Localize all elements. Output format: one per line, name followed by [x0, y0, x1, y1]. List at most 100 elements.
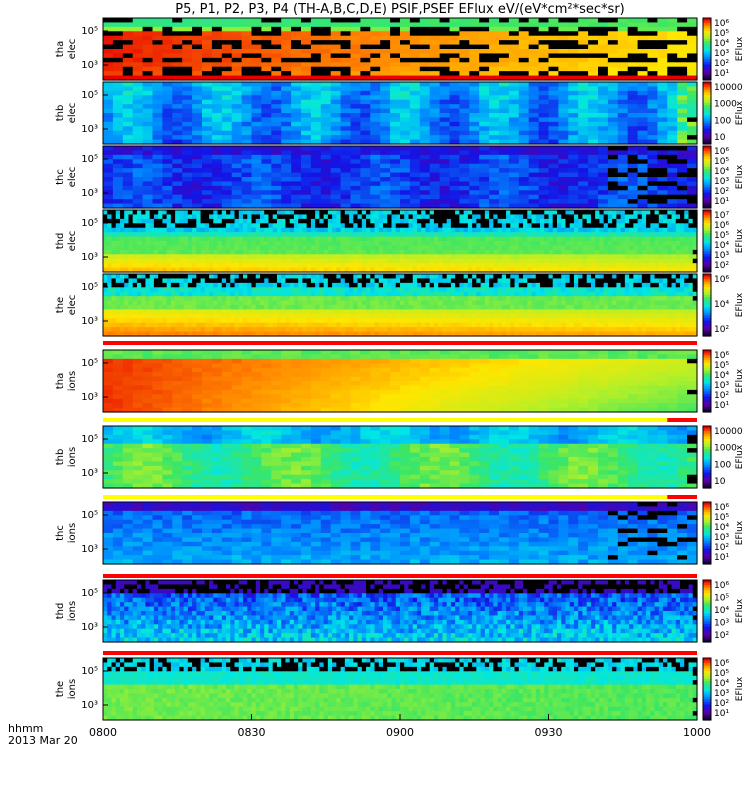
spectrogram-cell [497, 218, 503, 224]
spectrogram-cell [677, 194, 688, 200]
spectrogram-cell [332, 263, 337, 269]
spectrogram-cell [145, 318, 151, 324]
spectrogram-cell [200, 287, 206, 293]
spectrogram-cell [162, 254, 168, 260]
spectrogram-cell [459, 199, 470, 205]
spectrogram-cell [658, 263, 664, 269]
spectrogram-cell [182, 71, 193, 77]
spectrogram-cell [378, 263, 384, 269]
spectrogram-cell [677, 203, 688, 209]
spectrogram-cell [132, 154, 144, 160]
spectrogram-cell [192, 241, 197, 247]
spectrogram-cell [142, 159, 154, 165]
spectrogram-cell [112, 126, 124, 132]
spectrogram-cell [400, 154, 411, 160]
spectrogram-cell [383, 232, 388, 238]
colorbar-segment [703, 72, 711, 76]
spectrogram-cells [103, 18, 698, 81]
spectrogram-cell [202, 146, 213, 152]
spectrogram-cell [234, 258, 240, 264]
spectrogram-cell [175, 322, 180, 328]
spectrogram-cell [607, 150, 619, 156]
colorbar-segment [703, 205, 711, 209]
spectrogram-cell [590, 245, 596, 251]
spectrogram-cell [271, 177, 282, 183]
spectrogram-cell [599, 210, 605, 216]
spectrogram-cell [119, 245, 125, 251]
spectrogram-cell [209, 249, 214, 255]
spectrogram-cell [175, 313, 180, 319]
spectrogram-cell [211, 26, 223, 32]
spectrogram-cell [183, 300, 189, 306]
spectrogram-cell [476, 249, 482, 255]
spectrogram-cell [380, 130, 391, 136]
spectrogram-cell [637, 210, 643, 216]
spectrogram-cell [528, 35, 540, 41]
spectrogram-cell [319, 232, 325, 238]
spectrogram-cell [221, 181, 233, 187]
spectrogram-cell [112, 130, 124, 136]
spectrogram-cell [627, 159, 639, 165]
spectrogram-cell [128, 274, 134, 280]
spectrogram-cell [350, 113, 361, 119]
spectrogram-cell [357, 263, 363, 269]
spectrogram-cell [349, 263, 354, 269]
spectrogram-cell [107, 236, 113, 242]
spectrogram-cell [508, 121, 520, 127]
spectrogram-cell [499, 159, 510, 165]
spectrogram-cell [204, 245, 210, 251]
spectrogram-cell [663, 223, 668, 229]
spectrogram-cell [469, 62, 480, 68]
spectrogram-cell [442, 227, 448, 233]
spectrogram-cell [251, 108, 262, 114]
spectrogram-cell [271, 86, 282, 92]
spectrogram-cell [637, 62, 649, 68]
spectrogram-cell [221, 99, 233, 105]
spectrogram-cell [433, 249, 439, 255]
spectrogram-cell [115, 305, 121, 311]
spectrogram-cell [128, 278, 134, 284]
spectrogram-cell [469, 135, 480, 141]
spectrogram-cell [172, 163, 183, 169]
spectrogram-cell [378, 214, 384, 220]
spectrogram-cell [152, 95, 163, 101]
spectrogram-cell [370, 154, 381, 160]
spectrogram-cell [330, 71, 342, 77]
spectrogram-cell [111, 300, 117, 306]
spectrogram-cell [479, 203, 490, 209]
spectrogram-cell [124, 245, 130, 251]
spectrogram-cell [531, 241, 537, 247]
spectrogram-cell [390, 146, 401, 152]
spectrogram-cell [172, 82, 183, 88]
spectrogram-cell [281, 22, 292, 28]
spectrogram-cell [667, 22, 678, 28]
spectrogram-cell [340, 86, 352, 92]
spectrogram-cell [408, 254, 414, 260]
spectrogram-cell [357, 249, 363, 255]
spectrogram-cell [243, 227, 248, 233]
spectrogram-cell [301, 49, 312, 55]
spectrogram-cell [538, 53, 550, 59]
spectrogram-cell [607, 75, 619, 81]
spectrogram-cell [433, 236, 439, 242]
spectrogram-cell [378, 245, 384, 251]
spectrogram-cell [595, 236, 601, 242]
spectrogram-cell [149, 263, 155, 269]
spectrogram-cell [603, 254, 609, 260]
spectrogram-cell [433, 210, 439, 216]
spectrogram-cell [204, 313, 210, 319]
spectrogram-cell [419, 126, 431, 132]
spectrogram-cell [330, 22, 342, 28]
spectrogram-cell [459, 241, 465, 247]
spectrogram-cell [153, 331, 159, 337]
spectrogram-cell [527, 214, 533, 220]
spectrogram-cell [320, 177, 332, 183]
spectrogram-cell [261, 172, 272, 178]
spectrogram-cell [187, 267, 193, 273]
spectrogram-cell [200, 296, 206, 302]
spectrogram-cell [172, 108, 183, 114]
spectrogram-cell [558, 40, 569, 46]
spectrogram-cell [340, 117, 352, 123]
spectrogram-cell [200, 241, 206, 247]
